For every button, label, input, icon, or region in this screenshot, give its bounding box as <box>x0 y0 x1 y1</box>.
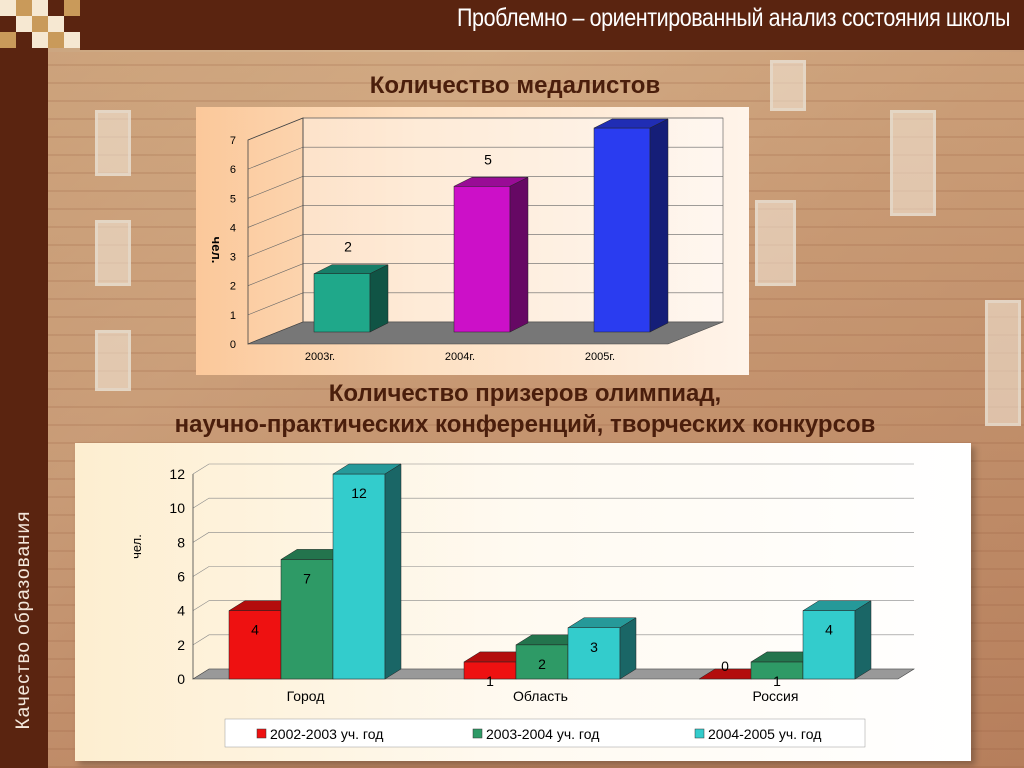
chart2-data-label: 1 <box>486 673 494 689</box>
chart1-y-tick-label: 5 <box>230 193 236 205</box>
chart2-gridline <box>192 532 914 543</box>
chart1-panel: 0 1 2 3 4 5 6 7 чел. 2 2003г. 5 2004г. 7 2005г. <box>196 93 749 375</box>
chart2-bar <box>515 634 585 680</box>
chart2-data-label: 1 <box>773 673 781 689</box>
chart1-y-axis-label: чел. <box>209 237 224 264</box>
chart1-bar <box>593 118 669 333</box>
chart1-x-tick-label: 2004г. <box>445 351 475 363</box>
chart1-heading: Количество медалистов <box>369 72 661 99</box>
chart1-y-tick-label: 0 <box>230 339 236 351</box>
chart1-x-tick-label: 2005г. <box>585 351 615 363</box>
chart2-bar <box>802 600 872 680</box>
chart2-gridline <box>192 600 914 611</box>
chart1-x-tick-label: 2003г. <box>305 351 335 363</box>
chart2-legend-label: 2003-2004 уч. год <box>486 726 599 742</box>
chart2-bar-front <box>332 473 386 680</box>
chart2-y-tick-label: 2 <box>177 637 185 653</box>
chart1-bar-side <box>509 176 529 333</box>
chart2-heading-line1: Количество призеров олимпиад, <box>328 380 722 407</box>
chart1-bar <box>453 176 529 333</box>
chart2-y-tick-label: 6 <box>177 569 185 585</box>
chart2-gridline <box>192 463 914 475</box>
chart2-data-label: 12 <box>351 485 367 501</box>
chart2-bar-front <box>228 610 282 680</box>
chart2-data-label: 0 <box>721 658 729 674</box>
chart2-heading-line2: научно-практических конференций, творчес… <box>174 411 876 438</box>
chart1-y-tick-label: 6 <box>230 164 236 176</box>
sidebar-bar: Качество образования <box>0 0 48 768</box>
chart2-data-label: 2 <box>538 656 546 672</box>
chart2-bar <box>332 463 402 680</box>
chart2-legend-swatch <box>694 728 705 739</box>
background-window <box>890 110 936 216</box>
chart2-svg: 024681012чел.4712Город123Область014Росси… <box>129 463 916 748</box>
chart1-bar <box>313 264 389 333</box>
chart1-y-tick-label: 3 <box>230 252 236 264</box>
chart2-y-tick-label: 8 <box>177 534 185 550</box>
chart2-data-label: 7 <box>303 570 311 586</box>
chart2-heading: Количество призеров олимпиад, научно-пра… <box>100 378 950 440</box>
chart2-gridline <box>192 566 914 577</box>
chart2-bar-front <box>515 644 569 680</box>
background-window <box>985 300 1021 426</box>
chart2-bar-front <box>802 610 856 680</box>
chart1-bar-front <box>453 186 511 333</box>
chart2-legend-label: 2004-2005 уч. год <box>708 726 821 742</box>
slide-title: Проблемно – ориентированный анализ состо… <box>456 4 1010 32</box>
chart1-bar-side <box>369 264 389 333</box>
chart2-bar-front <box>280 559 334 680</box>
chart1-svg: 0 1 2 3 4 5 6 7 чел. 2 2003г. 5 2004г. 7 2005г. <box>209 93 724 363</box>
chart2-data-label: 3 <box>590 639 598 655</box>
chart1-side-wall <box>247 117 304 345</box>
chart2-gridline <box>192 634 914 646</box>
chart2-bar-front <box>567 627 621 680</box>
background-window <box>95 330 131 391</box>
chart1-y-tick-label: 4 <box>230 222 236 234</box>
chart1-y-tick-label: 2 <box>230 281 236 293</box>
chart2-panel: 0 2 4 6 8 10 12 чел. 4 7 12 Город 1 2 3 Область 0 1 4 Росси… <box>75 443 971 761</box>
chart2-legend-label: 2002-2003 уч. год <box>270 726 383 742</box>
title-bar: Проблемно – ориентированный анализ состо… <box>80 0 1024 50</box>
chart1-bar-side <box>649 118 669 333</box>
background-window <box>770 60 806 111</box>
background-window <box>755 200 796 286</box>
chart2-bar-side <box>384 463 402 680</box>
chart2-bar <box>567 617 637 680</box>
chart2-y-axis-label: чел. <box>129 534 144 559</box>
chart2-legend-box <box>224 718 866 748</box>
chart1-bar-front <box>313 273 371 333</box>
chart2-legend: 2002-2003 уч. год 2003-2004 уч. год 2004-2… <box>224 718 866 748</box>
chart1-y-tick-label: 7 <box>230 135 236 147</box>
sidebar-text: Качество образования <box>13 510 34 730</box>
chart1-bar-front <box>593 127 651 333</box>
chart2-y-tick-label: 4 <box>177 603 185 619</box>
chart2-y-tick-label: 12 <box>169 466 185 482</box>
chart2-gridline <box>192 497 914 509</box>
background-window <box>95 220 131 286</box>
chart1-data-label: 2 <box>344 239 352 255</box>
chart2-y-tick-label: 0 <box>177 671 185 687</box>
chart2-x-tick-label: Область <box>513 688 568 704</box>
chart2-data-label: 4 <box>825 622 833 638</box>
chart2-legend-swatch <box>472 728 483 739</box>
chart1-data-label: 5 <box>484 151 492 167</box>
chart2-bar-side <box>854 600 872 680</box>
checker-logo <box>0 0 80 50</box>
chart1-y-tick-label: 1 <box>230 310 236 322</box>
chart2-x-tick-label: Город <box>287 688 325 704</box>
chart2-data-label: 4 <box>251 622 259 638</box>
background-window <box>95 110 131 176</box>
chart1-data-label: 7 <box>624 107 632 109</box>
chart2-y-tick-label: 10 <box>169 500 185 516</box>
chart2-bar-side <box>619 617 637 680</box>
chart2-legend-swatch <box>256 728 267 739</box>
chart2-x-tick-label: Россия <box>753 688 799 704</box>
